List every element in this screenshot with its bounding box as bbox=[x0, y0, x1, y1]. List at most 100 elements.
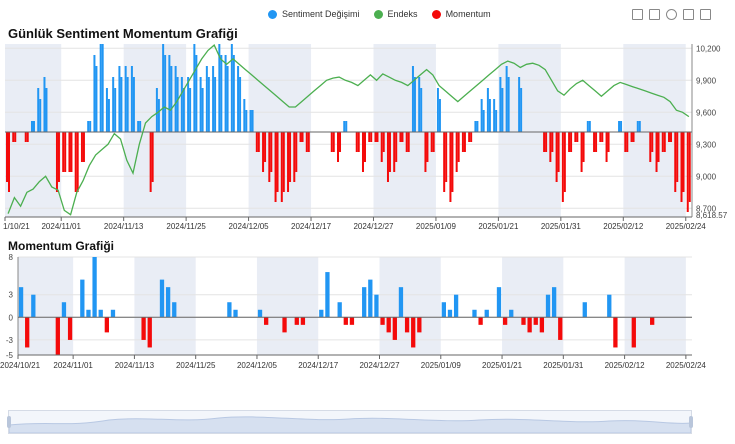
bar-momentum bbox=[332, 132, 335, 152]
bar-momentum-2 bbox=[539, 317, 545, 333]
bar-sentiment bbox=[405, 132, 408, 152]
bar-sentiment bbox=[505, 66, 508, 132]
zoom-reset-icon[interactable] bbox=[649, 9, 660, 20]
zoom-icon[interactable] bbox=[632, 9, 643, 20]
data-view-icon[interactable] bbox=[700, 9, 711, 20]
bar-sentiment bbox=[99, 44, 102, 132]
bar-sentiment bbox=[62, 132, 65, 172]
bar-momentum bbox=[301, 132, 304, 142]
bar-momentum bbox=[45, 88, 48, 132]
x-tick-label-2: 2025/02/12 bbox=[605, 361, 646, 370]
bar-sentiment bbox=[237, 66, 240, 132]
bar-sentiment bbox=[12, 132, 15, 142]
bar-sentiment bbox=[68, 132, 71, 172]
legend-dot-sentiment bbox=[268, 9, 277, 19]
bar-sentiment bbox=[343, 121, 346, 132]
legend-dot-momentum bbox=[431, 9, 441, 19]
bar-momentum bbox=[189, 88, 192, 132]
bar-sentiment bbox=[624, 132, 627, 152]
bar-momentum-2 bbox=[141, 317, 146, 340]
bar-sentiment bbox=[193, 44, 196, 132]
bar-sentiment bbox=[661, 132, 664, 152]
bar-momentum bbox=[126, 77, 129, 132]
bar-sentiment bbox=[680, 132, 683, 202]
band-area-2 bbox=[379, 257, 441, 355]
bar-sentiment bbox=[549, 132, 552, 162]
bar-momentum bbox=[626, 132, 629, 152]
band-area-1 bbox=[623, 44, 686, 217]
data-zoom-slider[interactable] bbox=[7, 410, 693, 434]
bar-momentum-2 bbox=[92, 257, 97, 318]
bar-momentum-2 bbox=[607, 294, 612, 318]
legend-label-momentum: Momentum bbox=[445, 9, 491, 19]
bar-momentum bbox=[201, 88, 204, 132]
bar-sentiment bbox=[124, 66, 127, 132]
bar-momentum bbox=[438, 99, 441, 132]
bar-momentum bbox=[32, 121, 35, 132]
bar-sentiment bbox=[355, 132, 358, 152]
bar-momentum-2 bbox=[472, 309, 477, 318]
y-tick-label-2: -5 bbox=[6, 351, 14, 360]
bar-sentiment bbox=[112, 77, 115, 132]
bar-momentum bbox=[363, 132, 366, 162]
bar-momentum bbox=[164, 55, 167, 132]
slider-handle-right[interactable] bbox=[689, 416, 693, 428]
bar-momentum bbox=[139, 121, 142, 132]
bar-momentum-2 bbox=[502, 317, 508, 325]
bar-momentum-2 bbox=[411, 317, 416, 348]
bar-momentum bbox=[182, 88, 185, 132]
save-icon[interactable] bbox=[683, 9, 694, 20]
bar-momentum bbox=[170, 66, 173, 132]
bar-momentum-2 bbox=[447, 309, 453, 318]
bar-momentum-2 bbox=[319, 309, 324, 318]
y-tick-label-right: 8,700 bbox=[696, 204, 717, 213]
bar-momentum bbox=[445, 132, 448, 182]
bar-momentum-2 bbox=[67, 317, 73, 340]
bar-momentum-2 bbox=[80, 279, 85, 318]
bar-momentum bbox=[476, 121, 479, 132]
bar-momentum-2 bbox=[165, 287, 171, 318]
y-tick-label-2: 8 bbox=[9, 253, 14, 262]
bar-momentum bbox=[239, 77, 242, 132]
x-tick-label-1: 2025/01/09 bbox=[416, 222, 457, 231]
bar-momentum bbox=[176, 77, 179, 132]
bar-momentum bbox=[295, 132, 298, 172]
bar-sentiment bbox=[174, 66, 177, 132]
x-tick-label-2: 2025/01/09 bbox=[421, 361, 462, 370]
bar-sentiment bbox=[268, 132, 271, 182]
y-tick-label-2: 0 bbox=[9, 313, 14, 322]
bar-sentiment bbox=[5, 132, 8, 182]
bar-momentum bbox=[120, 77, 123, 132]
bar-momentum-2 bbox=[441, 302, 446, 318]
bar-momentum bbox=[601, 132, 604, 142]
bar-momentum-2 bbox=[380, 317, 385, 325]
bar-sentiment bbox=[74, 132, 77, 192]
legend-item-endeks[interactable]: Endeks bbox=[373, 9, 418, 19]
bar-sentiment bbox=[474, 121, 477, 132]
x-tick-label-1: 2024/11/25 bbox=[166, 222, 206, 231]
bar-sentiment bbox=[180, 77, 183, 132]
bar-momentum bbox=[432, 132, 435, 152]
bar-momentum bbox=[57, 132, 60, 182]
bar-momentum bbox=[264, 132, 267, 162]
bar-sentiment bbox=[555, 132, 558, 182]
slider-handle-left[interactable] bbox=[7, 416, 11, 428]
legend-item-momentum[interactable]: Momentum bbox=[431, 9, 491, 19]
restore-icon[interactable] bbox=[666, 9, 677, 20]
bar-momentum bbox=[620, 121, 623, 132]
bar-sentiment bbox=[218, 44, 221, 132]
bar-sentiment bbox=[305, 132, 308, 152]
bar-momentum-2 bbox=[349, 317, 355, 325]
legend-item-sentiment[interactable]: Sentiment Değişimi bbox=[268, 9, 360, 19]
bar-momentum bbox=[82, 132, 85, 162]
bar-sentiment bbox=[399, 132, 402, 142]
bar-sentiment bbox=[424, 132, 427, 172]
bar-sentiment bbox=[293, 132, 296, 182]
bar-sentiment bbox=[262, 132, 265, 172]
bar-sentiment bbox=[455, 132, 458, 172]
bar-momentum bbox=[388, 132, 391, 172]
bar-momentum bbox=[345, 121, 348, 132]
bar-momentum bbox=[95, 66, 98, 132]
slider-preview bbox=[9, 416, 691, 433]
